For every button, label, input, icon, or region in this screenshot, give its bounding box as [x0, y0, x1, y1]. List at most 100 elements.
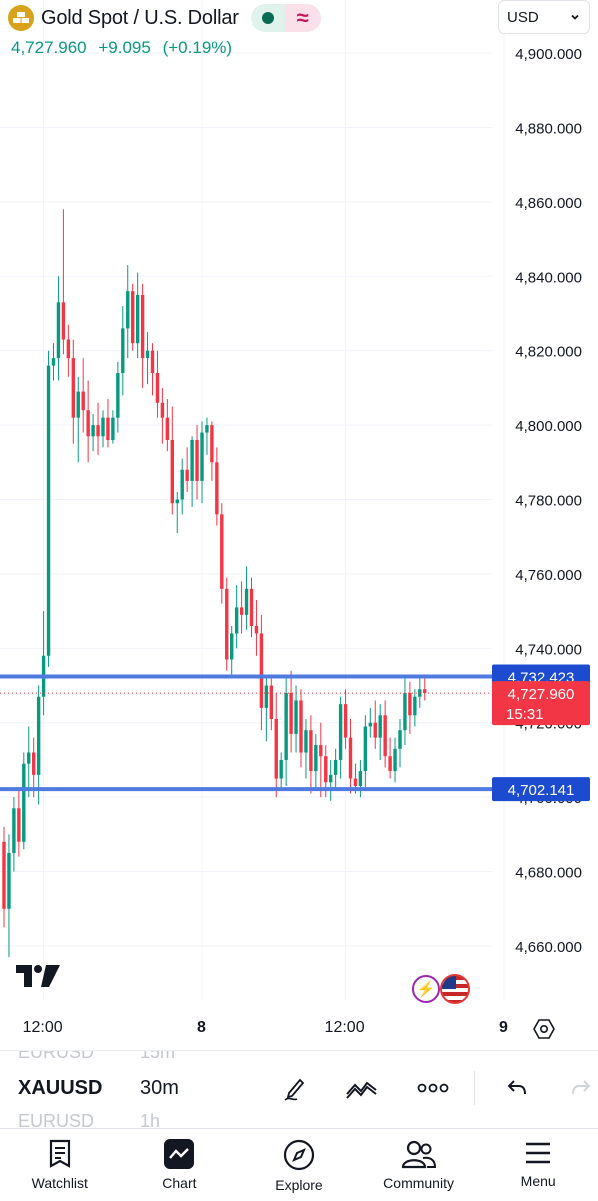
- y-axis-tick-label: 4,840.000: [515, 269, 582, 286]
- candle-body: [220, 514, 224, 589]
- community-icon: [401, 1140, 436, 1169]
- candle-body: [205, 425, 209, 433]
- candle-body: [66, 339, 71, 359]
- candle-body: [324, 756, 328, 783]
- delayed-data-icon: ≈: [284, 4, 321, 32]
- y-axis-tick-label: 4,660.000: [515, 939, 582, 956]
- candle-body: [363, 726, 368, 772]
- candle-body: [155, 373, 160, 403]
- symbol-row-next[interactable]: EURUSD 1h: [18, 1111, 160, 1129]
- indicators-icon: [346, 1081, 377, 1099]
- candle-body: [418, 689, 422, 697]
- chart-badges[interactable]: ⚡: [412, 973, 474, 1007]
- nav-explore[interactable]: Explore: [239, 1129, 359, 1201]
- candle-body: [314, 745, 318, 772]
- nav-explore-label: Explore: [275, 1177, 323, 1193]
- currency-select[interactable]: USD: [498, 0, 590, 34]
- candle-body: [239, 607, 244, 615]
- candle-body: [76, 391, 80, 418]
- candle-body: [225, 588, 229, 660]
- chart-toolbar: EURUSD 15m XAUUSD 30m EURUSD 1h: [0, 1050, 598, 1129]
- candle-body: [378, 715, 382, 738]
- candle-body: [413, 696, 417, 716]
- candle-body: [7, 852, 11, 909]
- symbol-row-previous[interactable]: EURUSD 15m: [18, 1050, 175, 1063]
- undo-icon: [507, 1080, 526, 1095]
- nav-community[interactable]: Community: [359, 1129, 479, 1201]
- candle-body: [71, 358, 75, 418]
- nav-chart[interactable]: Chart: [120, 1129, 240, 1201]
- candle-body: [175, 499, 179, 504]
- lightning-icon[interactable]: ⚡: [412, 975, 440, 1003]
- candle-body: [200, 432, 204, 481]
- nav-menu[interactable]: Menu: [478, 1129, 598, 1201]
- symbol-ghost-prev: EURUSD: [18, 1050, 95, 1062]
- candle-body: [329, 774, 333, 783]
- candle-body: [91, 425, 95, 437]
- market-open-indicator: [250, 4, 285, 32]
- y-axis-tick-label: 4,740.000: [515, 641, 582, 658]
- symbol-title[interactable]: Gold Spot / U.S. Dollar: [41, 6, 239, 29]
- candle-body: [46, 365, 51, 656]
- candle-body: [140, 294, 145, 359]
- x-axis-tick-label: 12:00: [324, 1019, 365, 1036]
- bottom-navigation: Watchlist Chart Explore Community Menu: [0, 1128, 598, 1201]
- candle-body: [170, 439, 174, 504]
- y-axis-tick-label: 4,800.000: [515, 418, 582, 435]
- candle-body: [269, 685, 273, 720]
- candle-body: [338, 704, 343, 760]
- us-flag-icon[interactable]: [440, 974, 470, 1004]
- candle-body: [195, 439, 199, 481]
- candle-body: [319, 745, 323, 757]
- candle-body: [230, 633, 234, 660]
- gold-bars-icon: [8, 5, 34, 31]
- chart-icon: [164, 1139, 195, 1169]
- candle-body: [423, 689, 427, 693]
- candle-body: [294, 700, 298, 734]
- interval-ghost-next: 1h: [140, 1111, 161, 1129]
- horizontal-line-price-label-bg: [492, 777, 590, 802]
- candle-body: [398, 730, 402, 749]
- y-axis-tick-label: 4,860.000: [515, 195, 582, 212]
- chart-settings-icon[interactable]: [532, 1017, 556, 1041]
- candle-body: [215, 462, 219, 515]
- candle-body: [160, 402, 165, 418]
- nav-chart-label: Chart: [162, 1175, 197, 1191]
- nav-watchlist[interactable]: Watchlist: [0, 1129, 120, 1201]
- candle-body: [180, 469, 184, 500]
- last-price-label: 4,727.960: [508, 686, 575, 703]
- candle-body: [22, 763, 26, 842]
- candle-body: [393, 748, 397, 772]
- market-status-pill[interactable]: ≈: [250, 4, 321, 32]
- candle-body: [86, 410, 90, 437]
- x-axis-tick-label: 8: [197, 1019, 206, 1036]
- horizontal-line-price-label: 4,702.141: [508, 782, 575, 799]
- currency-value: USD: [507, 8, 539, 26]
- candle-body: [244, 588, 249, 615]
- more-options-button[interactable]: [416, 1071, 450, 1105]
- interval-value[interactable]: 30m: [140, 1077, 179, 1099]
- compass-icon: [283, 1139, 315, 1171]
- candle-body: [279, 759, 283, 779]
- candle-body: [249, 588, 254, 627]
- candle-body: [150, 350, 155, 374]
- candle-body: [12, 808, 16, 853]
- candle-body: [299, 700, 303, 753]
- symbol-interval-selector[interactable]: XAUUSD 30m: [18, 1077, 179, 1100]
- symbol-name[interactable]: XAUUSD: [18, 1077, 103, 1099]
- undo-button[interactable]: [500, 1071, 534, 1105]
- indicators-button[interactable]: [345, 1071, 379, 1105]
- draw-tool-button[interactable]: [278, 1071, 312, 1105]
- interval-ghost-prev: 15m: [140, 1050, 176, 1062]
- chart-area[interactable]: 4,660.0004,680.0004,700.0004,720.0004,74…: [0, 0, 598, 1048]
- x-axis-tick-label: 12:00: [22, 1019, 63, 1036]
- candle-body: [304, 730, 308, 753]
- candle-body: [17, 808, 21, 842]
- candle-body: [264, 685, 269, 708]
- price-chart[interactable]: 4,660.0004,680.0004,700.0004,720.0004,74…: [0, 0, 598, 1048]
- more-dots-icon: [417, 1083, 449, 1093]
- nav-community-label: Community: [383, 1175, 454, 1191]
- candle-body: [61, 302, 66, 340]
- candle-body: [96, 425, 100, 437]
- tradingview-logo-icon: [16, 962, 62, 995]
